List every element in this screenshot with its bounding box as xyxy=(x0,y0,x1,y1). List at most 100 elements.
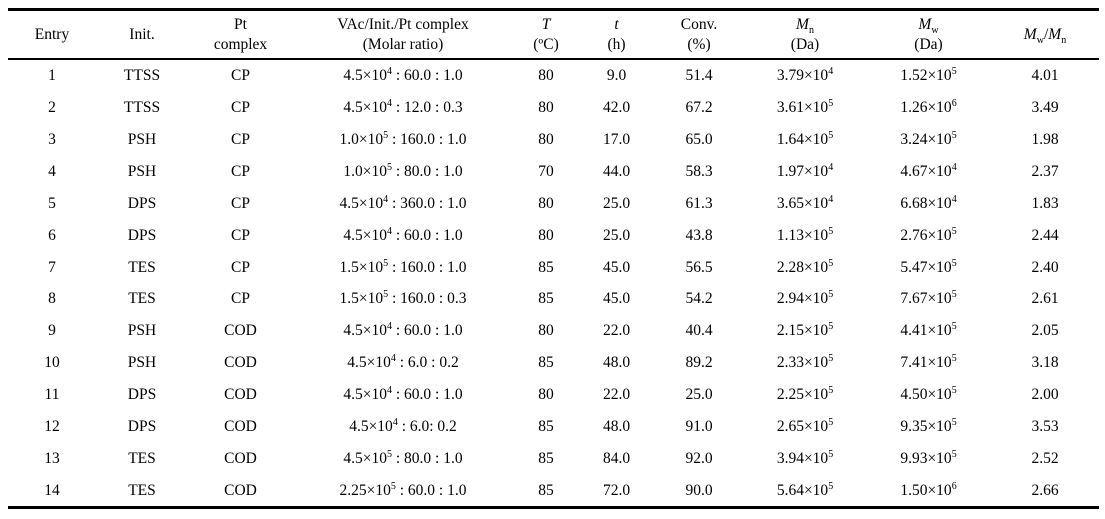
cell-mn-da: 2.65×105 xyxy=(776,416,834,436)
table-row: 13 TES COD 4.5×105 : 80.0 : 1.0 85 84.0 92.0 3.… xyxy=(8,443,1099,475)
cell-mw-da: 2.76×105 xyxy=(900,225,957,244)
cell-molar-ratio: 4.5×104 : 6.0 : 0.2 xyxy=(347,353,459,372)
table-row: 9 PSH COD 4.5×104 : 60.0 : 1.0 80 22.0 40.4 2.1… xyxy=(8,315,1099,347)
cell-conversion-pct: 61.3 xyxy=(685,194,713,212)
cell-mw-da: 5.47×105 xyxy=(900,257,957,276)
cell-init: TES xyxy=(128,449,156,467)
table-row: 4 PSH CP 1.0×105 : 80.0 : 1.0 70 44.0 58.3 1.97… xyxy=(8,156,1099,188)
table-row: 7 TES CP 1.5×105 : 160.0 : 1.0 85 45.0 56.5 2.2… xyxy=(8,251,1099,283)
cell-init: TTSS xyxy=(123,67,161,85)
table-body: 1 TTSS CP 4.5×104 : 60.0 : 1.0 80 9.0 51.4 3.79… xyxy=(8,59,1099,508)
cell-molar-ratio: 4.5×105 : 80.0 : 1.0 xyxy=(343,448,463,467)
cell-time-h: 42.0 xyxy=(602,99,631,117)
cell-mn-da: 2.94×105 xyxy=(776,289,834,308)
cell-temperature-c: 80 xyxy=(538,194,554,212)
cell-pt-complex: CP xyxy=(231,290,250,308)
cell-pt-complex: CP xyxy=(231,99,250,117)
cell-entry: 8 xyxy=(48,290,56,308)
cell-mw-da: 4.41×105 xyxy=(900,321,957,340)
cell-temperature-c: 80 xyxy=(538,386,554,404)
column-header-conversion-pct: Conv. (%) xyxy=(680,16,718,53)
cell-entry: 1 xyxy=(48,67,56,85)
cell-mn-da: 2.33×105 xyxy=(776,353,834,372)
cell-mw-da: 1.26×106 xyxy=(900,97,957,117)
cell-mw-over-mn: 1.83 xyxy=(1031,194,1059,212)
cell-mw-over-mn: 2.66 xyxy=(1031,481,1059,499)
cell-time-h: 17.0 xyxy=(602,131,631,149)
cell-entry: 2 xyxy=(48,99,56,117)
table-row: 12 DPS COD 4.5×104 : 6.0: 0.2 85 48.0 91.0 2.65… xyxy=(8,411,1099,443)
cell-entry: 11 xyxy=(44,386,60,404)
cell-mw-da: 1.50×106 xyxy=(900,480,957,499)
cell-mn-da: 2.25×105 xyxy=(776,385,834,404)
cell-entry: 12 xyxy=(44,418,60,436)
cell-mw-over-mn: 2.61 xyxy=(1031,290,1059,308)
cell-conversion-pct: 56.5 xyxy=(685,258,713,276)
cell-temperature-c: 80 xyxy=(538,67,554,85)
cell-molar-ratio: 1.0×105 : 80.0 : 1.0 xyxy=(343,161,463,180)
column-header-mn-da: Mn (Da) xyxy=(790,16,820,53)
column-header-mw-da: Mw (Da) xyxy=(914,16,943,53)
cell-temperature-c: 85 xyxy=(538,354,554,372)
cell-init: TES xyxy=(128,290,156,308)
cell-pt-complex: COD xyxy=(224,354,257,372)
cell-mn-da: 2.15×105 xyxy=(776,321,834,340)
cell-mw-da: 4.67×104 xyxy=(900,161,957,180)
cell-molar-ratio: 4.5×104 : 60.0 : 1.0 xyxy=(343,321,463,340)
cell-conversion-pct: 51.4 xyxy=(685,67,713,85)
column-header-temperature-c: T (ºC) xyxy=(533,16,559,53)
cell-mn-da: 2.28×105 xyxy=(776,257,834,276)
cell-time-h: 9.0 xyxy=(606,67,627,85)
table-row: 1 TTSS CP 4.5×104 : 60.0 : 1.0 80 9.0 51.4 3.79… xyxy=(8,59,1099,92)
cell-time-h: 25.0 xyxy=(602,226,631,244)
cell-temperature-c: 70 xyxy=(538,162,554,180)
cell-time-h: 44.0 xyxy=(602,162,631,180)
cell-conversion-pct: 65.0 xyxy=(685,131,713,149)
cell-mn-da: 5.64×105 xyxy=(776,480,834,499)
cell-pt-complex: COD xyxy=(224,386,257,404)
cell-temperature-c: 80 xyxy=(538,131,554,149)
table-header-row: Entry Init. Pt complex VAc/Init./Pt complex(… xyxy=(8,10,1099,59)
cell-mw-over-mn: 3.49 xyxy=(1031,99,1059,117)
cell-mw-da: 9.35×105 xyxy=(900,416,957,436)
cell-molar-ratio: 4.5×104 : 360.0 : 1.0 xyxy=(339,193,467,212)
cell-mw-over-mn: 3.53 xyxy=(1031,418,1059,436)
table-row: 2 TTSS CP 4.5×104 : 12.0 : 0.3 80 42.0 67.2 3.6… xyxy=(8,92,1099,124)
cell-init: PSH xyxy=(127,162,157,180)
cell-molar-ratio: 2.25×105 : 60.0 : 1.0 xyxy=(339,480,467,499)
cell-entry: 14 xyxy=(44,481,60,499)
cell-mw-over-mn: 2.05 xyxy=(1031,322,1059,340)
cell-conversion-pct: 90.0 xyxy=(685,481,713,499)
cell-time-h: 22.0 xyxy=(602,386,631,404)
cell-time-h: 45.0 xyxy=(602,290,631,308)
column-header-entry: Entry xyxy=(34,25,70,43)
column-header-mw-over-mn: Mw/Mn xyxy=(1023,25,1067,46)
cell-time-h: 48.0 xyxy=(602,354,631,372)
table-row: 5 DPS CP 4.5×104 : 360.0 : 1.0 80 25.0 61.3 3.6… xyxy=(8,188,1099,220)
cell-entry: 4 xyxy=(48,162,56,180)
cell-pt-complex: CP xyxy=(231,131,250,149)
cell-pt-complex: CP xyxy=(231,67,250,85)
cell-time-h: 22.0 xyxy=(602,322,631,340)
cell-molar-ratio: 4.5×104 : 60.0 : 1.0 xyxy=(343,385,463,404)
cell-molar-ratio: 4.5×104 : 6.0: 0.2 xyxy=(349,416,457,436)
cell-temperature-c: 85 xyxy=(538,290,554,308)
cell-mn-da: 3.61×105 xyxy=(776,97,834,117)
cell-mn-da: 3.65×104 xyxy=(776,193,834,212)
cell-conversion-pct: 67.2 xyxy=(685,99,713,117)
cell-mn-da: 3.94×105 xyxy=(776,448,834,467)
cell-mn-da: 3.79×104 xyxy=(776,66,834,85)
cell-mn-da: 1.97×104 xyxy=(776,161,834,180)
cell-molar-ratio: 1.5×105 : 160.0 : 1.0 xyxy=(339,257,467,276)
cell-pt-complex: CP xyxy=(231,162,250,180)
column-header-init: Init. xyxy=(129,25,155,43)
cell-time-h: 25.0 xyxy=(602,194,631,212)
cell-entry: 13 xyxy=(44,449,60,467)
cell-temperature-c: 80 xyxy=(538,99,554,117)
cell-time-h: 84.0 xyxy=(602,449,631,467)
cell-mw-da: 3.24×105 xyxy=(900,129,957,149)
cell-mw-da: 6.68×104 xyxy=(900,193,957,212)
cell-init: DPS xyxy=(127,418,157,436)
cell-mn-da: 1.13×105 xyxy=(776,225,834,244)
cell-init: PSH xyxy=(127,354,157,372)
